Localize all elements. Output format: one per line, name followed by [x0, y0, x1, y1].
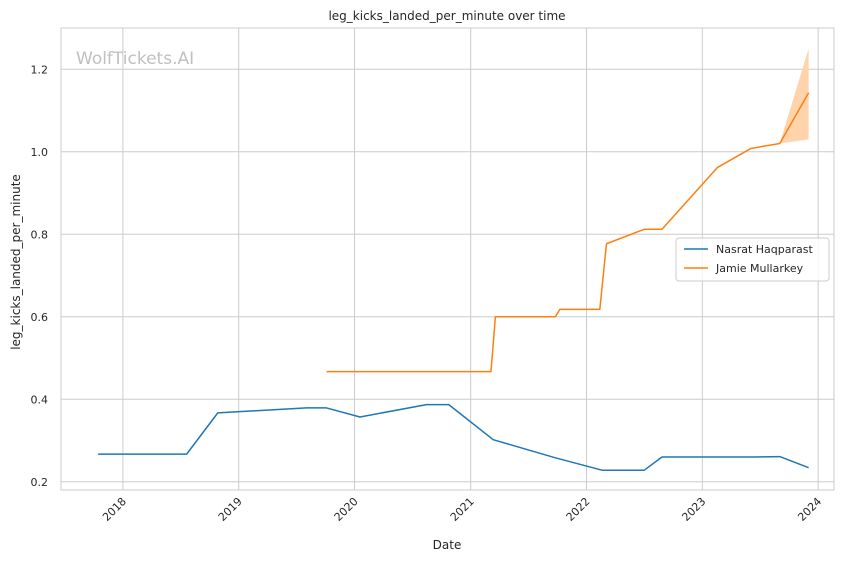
y-tick-label: 0.8 [31, 228, 49, 241]
legend-label-jamie-mullarkey: Jamie Mullarkey [715, 262, 804, 275]
chart-title: leg_kicks_landed_per_minute over time [328, 9, 565, 23]
y-tick-label: 0.2 [31, 476, 49, 489]
confidence-band-jamie-mullarkey [779, 48, 809, 144]
y-tick-label: 1.2 [31, 63, 49, 76]
series-line-nasrat-haqparast [98, 403, 809, 471]
legend: Nasrat Haqparast Jamie Mullarkey [675, 237, 830, 282]
plot-frame [60, 27, 835, 491]
x-axis-title: Date [433, 538, 462, 552]
series-line-jamie-mullarkey [326, 92, 810, 373]
y-tick-label: 0.4 [31, 393, 49, 406]
grid [61, 28, 834, 490]
y-axis-title: leg_kicks_landed_per_minute [9, 174, 23, 350]
watermark: WolfTickets.AI [76, 49, 194, 69]
legend-box [675, 237, 830, 282]
confidence-bands [779, 48, 809, 144]
y-tick-label: 1.0 [31, 146, 49, 159]
series-lines [98, 92, 810, 471]
y-tick-label: 0.6 [31, 311, 49, 324]
legend-label-nasrat-haqparast: Nasrat Haqparast [716, 243, 813, 256]
